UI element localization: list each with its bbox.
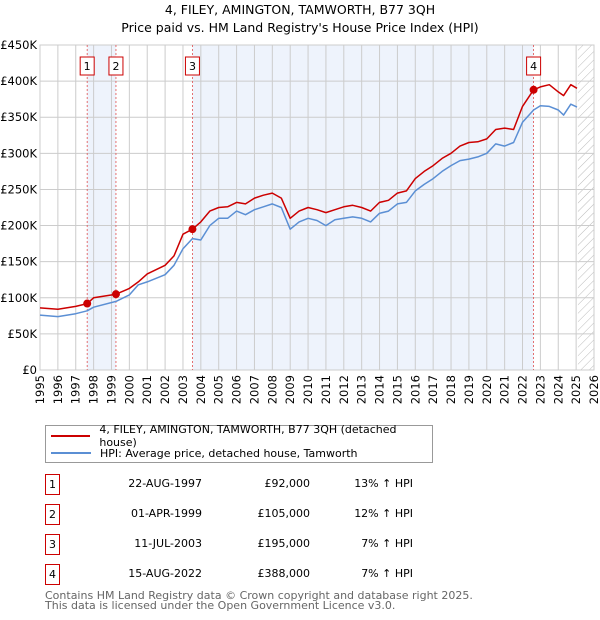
y-tick-label: £50K xyxy=(8,327,38,341)
x-tick-label: 2018 xyxy=(444,375,458,404)
chart-title: 4, FILEY, AMINGTON, TAMWORTH, B77 3QH xyxy=(164,2,436,17)
x-tick-label: 2007 xyxy=(247,375,261,404)
legend-item-property: 4, FILEY, AMINGTON, TAMWORTH, B77 3QH (d… xyxy=(46,423,432,449)
x-tick-label: 2012 xyxy=(337,375,351,404)
sale-number-badge: 1 xyxy=(45,474,60,495)
chart-legend: 4, FILEY, AMINGTON, TAMWORTH, B77 3QH (d… xyxy=(45,423,433,463)
x-tick-label: 2024 xyxy=(551,375,565,404)
plot-frame xyxy=(39,44,595,371)
x-tick-label: 2026 xyxy=(587,375,600,404)
sale-price: £105,000 xyxy=(257,507,311,520)
x-tick-label: 2014 xyxy=(373,375,387,404)
blue-line-swatch xyxy=(51,452,91,454)
sale-price: £388,000 xyxy=(257,567,311,580)
x-tick-label: 2009 xyxy=(283,375,297,404)
x-tick-label: 2000 xyxy=(122,375,136,404)
sale-hpi-diff: 7% ↑ HPI xyxy=(361,567,413,580)
legend-label: HPI: Average price, detached house, Tamw… xyxy=(100,446,358,460)
sale-date: 22-AUG-1997 xyxy=(128,477,202,490)
x-tick-label: 2021 xyxy=(498,375,512,404)
sale-point xyxy=(83,299,92,308)
forecast-hatch xyxy=(577,45,594,370)
footer-copyright: Contains HM Land Registry data © Crown c… xyxy=(45,589,473,602)
sale-price: £92,000 xyxy=(264,477,311,490)
x-tick-label: 2011 xyxy=(319,375,333,404)
x-tick-label: 1999 xyxy=(104,375,118,404)
x-tick-label: 1995 xyxy=(33,375,47,404)
sale-point xyxy=(529,85,538,94)
x-tick-label: 2013 xyxy=(355,375,369,404)
sale-label-box xyxy=(526,56,542,76)
x-tick-label: 1996 xyxy=(51,375,65,404)
sale-hpi-diff: 7% ↑ HPI xyxy=(361,537,413,550)
sale-point xyxy=(188,225,197,234)
footer-licence: This data is licensed under the Open Gov… xyxy=(45,599,396,612)
x-tick-label: 1998 xyxy=(87,375,101,404)
y-tick-label: £250K xyxy=(0,182,37,196)
sale-date: 01-APR-1999 xyxy=(130,507,202,520)
sale-label: 4 xyxy=(530,60,537,73)
x-tick-label: 2010 xyxy=(301,375,315,404)
x-tick-label: 2015 xyxy=(390,375,404,404)
sale-number-badge: 3 xyxy=(45,534,60,555)
sale-label: 3 xyxy=(189,60,196,73)
series-line xyxy=(39,83,578,311)
y-tick-label: £100K xyxy=(0,291,37,305)
sale-label-box xyxy=(184,56,200,76)
sale-price: £195,000 xyxy=(257,537,311,550)
sale-label-box xyxy=(79,56,95,76)
series-line xyxy=(39,103,578,318)
x-tick-label: 2003 xyxy=(176,375,190,404)
sale-date: 11-JUL-2003 xyxy=(134,537,202,550)
x-tick-label: 2008 xyxy=(265,375,279,404)
sale-hpi-diff: 12% ↑ HPI xyxy=(354,507,413,520)
x-tick-label: 2001 xyxy=(140,375,154,404)
x-tick-label: 2022 xyxy=(516,375,530,404)
sale-hpi-diff: 13% ↑ HPI xyxy=(354,477,413,490)
x-tick-label: 2016 xyxy=(408,375,422,404)
y-tick-label: £0 xyxy=(22,363,37,377)
y-tick-label: £400K xyxy=(0,74,37,88)
sale-label: 2 xyxy=(112,60,119,73)
y-tick-label: £450K xyxy=(0,38,37,52)
x-tick-label: 2019 xyxy=(462,375,476,404)
x-tick-label: 2005 xyxy=(212,375,226,404)
y-tick-label: £150K xyxy=(0,255,37,269)
sale-number-badge: 4 xyxy=(45,564,60,585)
sale-label: 1 xyxy=(84,60,91,73)
y-tick-label: £200K xyxy=(0,219,37,233)
red-line-swatch xyxy=(51,435,91,437)
x-tick-label: 2004 xyxy=(194,375,208,404)
x-tick-label: 2020 xyxy=(480,375,494,404)
y-tick-label: £350K xyxy=(0,110,37,124)
x-tick-label: 2025 xyxy=(569,375,583,404)
x-tick-label: 2002 xyxy=(158,375,172,404)
x-tick-label: 1997 xyxy=(69,375,83,404)
y-tick-label: £300K xyxy=(0,146,37,160)
sale-label-box xyxy=(108,56,124,76)
sale-number-badge: 2 xyxy=(45,504,60,525)
chart-subtitle: Price paid vs. HM Land Registry's House … xyxy=(121,20,479,35)
price-chart: £0 £50K £100K £150K £200K £250K £300K £350K £400… xyxy=(0,38,600,404)
sale-date: 15-AUG-2022 xyxy=(128,567,202,580)
legend-item-hpi: HPI: Average price, detached house, Tamw… xyxy=(46,445,358,461)
x-tick-label: 2023 xyxy=(533,375,547,404)
sale-point xyxy=(111,290,120,299)
x-tick-label: 2006 xyxy=(230,375,244,404)
x-tick-label: 2017 xyxy=(426,375,440,404)
legend-label: 4, FILEY, AMINGTON, TAMWORTH, B77 3QH (d… xyxy=(99,423,397,449)
